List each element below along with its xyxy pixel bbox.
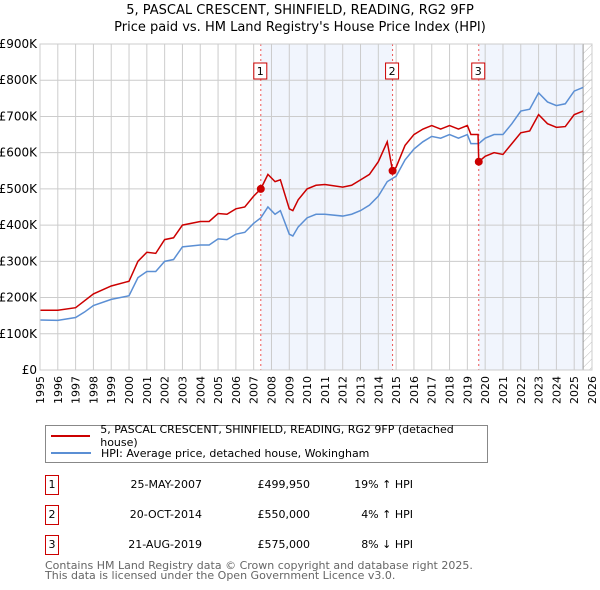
x-tick-label: 1997 (70, 376, 83, 404)
transaction-hpi: 8% ↓ HPI (361, 538, 413, 551)
chart-subtitle: Price paid vs. HM Land Registry's House … (114, 20, 486, 35)
x-tick-label: 2005 (212, 376, 225, 404)
x-tick-label: 2026 (586, 376, 599, 404)
x-tick-label: 2009 (283, 376, 296, 404)
sale-point (474, 157, 483, 166)
footer-line2: This data is licensed under the Open Gov… (45, 569, 396, 582)
transaction-row: 3 21-AUG-2019 £575,000 8% ↓ HPI (45, 535, 445, 555)
forecast-hatch (583, 44, 592, 370)
y-tick-label: £200K (0, 291, 38, 305)
transaction-price: £575,000 (257, 538, 311, 551)
x-tick-label: 2000 (123, 376, 136, 404)
x-tick-label: 2019 (461, 376, 474, 404)
y-tick-label: £700K (0, 109, 38, 123)
footer: Contains HM Land Registry data © Crown c… (45, 559, 473, 582)
x-tick-label: 1998 (87, 376, 100, 404)
x-tick-label: 2017 (426, 376, 439, 404)
transaction-number: 3 (45, 535, 59, 555)
series-line (40, 110, 584, 311)
x-tick-label: 2022 (515, 376, 528, 404)
x-tick-label: 2012 (337, 376, 350, 404)
sale-label: 3 (475, 65, 482, 78)
transaction-hpi: 4% ↑ HPI (361, 508, 413, 521)
x-tick-label: 2002 (159, 376, 172, 404)
x-tick-label: 2008 (265, 376, 278, 404)
plot-frame (39, 43, 593, 371)
transaction-date: 21-AUG-2019 (128, 538, 202, 551)
sale-label: 1 (257, 65, 264, 78)
transaction-date: 25-MAY-2007 (130, 478, 202, 491)
legend-property: 5, PASCAL CRESCENT, SHINFIELD, READING, … (100, 423, 454, 449)
transaction-row: 1 25-MAY-2007 £499,950 19% ↑ HPI (45, 475, 445, 495)
x-tick-label: 2006 (230, 376, 243, 404)
series-line (39, 86, 584, 322)
sale-label-box (253, 62, 268, 80)
x-tick-label: 2011 (319, 376, 332, 404)
legend-blue-line (51, 452, 91, 454)
x-tick-label: 2007 (248, 376, 261, 404)
x-tick-label: 2004 (194, 376, 207, 404)
x-tick-label: 2018 (444, 376, 457, 404)
transaction-price: £499,950 (257, 478, 311, 491)
shaded-period (260, 44, 393, 370)
transaction-date: 20-OCT-2014 (129, 508, 202, 521)
x-tick-label: 2021 (497, 376, 510, 404)
x-tick-label: 2013 (355, 376, 368, 404)
y-tick-label: £800K (0, 73, 38, 87)
legend: 5, PASCAL CRESCENT, SHINFIELD, READING, … (45, 423, 488, 463)
x-tick-label: 2023 (533, 376, 546, 404)
sale-point (388, 166, 397, 175)
x-tick-label: 2015 (390, 376, 403, 404)
shaded-period (478, 44, 584, 370)
y-tick-label: £900K (0, 37, 38, 51)
price-chart: 1995 1996 1997 1998 1999 2000 2001 2002 2003 2004… (0, 37, 599, 404)
transaction-row: 2 20-OCT-2014 £550,000 4% ↑ HPI (45, 505, 445, 525)
x-tick-label: 2020 (479, 376, 492, 404)
x-tick-label: 2003 (176, 376, 189, 404)
transaction-price: £550,000 (257, 508, 311, 521)
x-tick-label: 2024 (550, 376, 563, 404)
sale-label: 2 (389, 65, 396, 78)
x-tick-label: 1996 (52, 376, 65, 404)
sale-label-box (471, 62, 486, 80)
transaction-hpi: 19% ↑ HPI (354, 478, 413, 491)
y-tick-label: £100K (0, 327, 38, 341)
chart-title: 5, PASCAL CRESCENT, SHINFIELD, READING, … (126, 3, 474, 18)
sale-point (256, 184, 265, 193)
x-tick-label: 2010 (301, 376, 314, 404)
transaction-number: 1 (45, 475, 59, 495)
legend-red-line (51, 435, 91, 437)
x-tick-label: 1999 (105, 376, 118, 404)
y-tick-label: £600K (0, 146, 38, 160)
y-tick-label: £400K (0, 218, 38, 232)
y-tick-label: £300K (0, 254, 38, 268)
x-tick-label: 2014 (372, 376, 385, 404)
y-tick-label: £0 (22, 363, 37, 377)
x-tick-label: 2025 (568, 376, 581, 404)
x-tick-label: 2016 (408, 376, 421, 404)
footer-line1: Contains HM Land Registry data © Crown c… (45, 559, 473, 572)
y-tick-label: £500K (0, 182, 38, 196)
transaction-number: 2 (45, 505, 59, 525)
x-tick-label: 1995 (34, 376, 47, 404)
x-tick-label: 2001 (141, 376, 154, 404)
sale-label-box (385, 62, 400, 80)
legend-hpi: HPI: Average price, detached house, Woki… (101, 446, 370, 460)
